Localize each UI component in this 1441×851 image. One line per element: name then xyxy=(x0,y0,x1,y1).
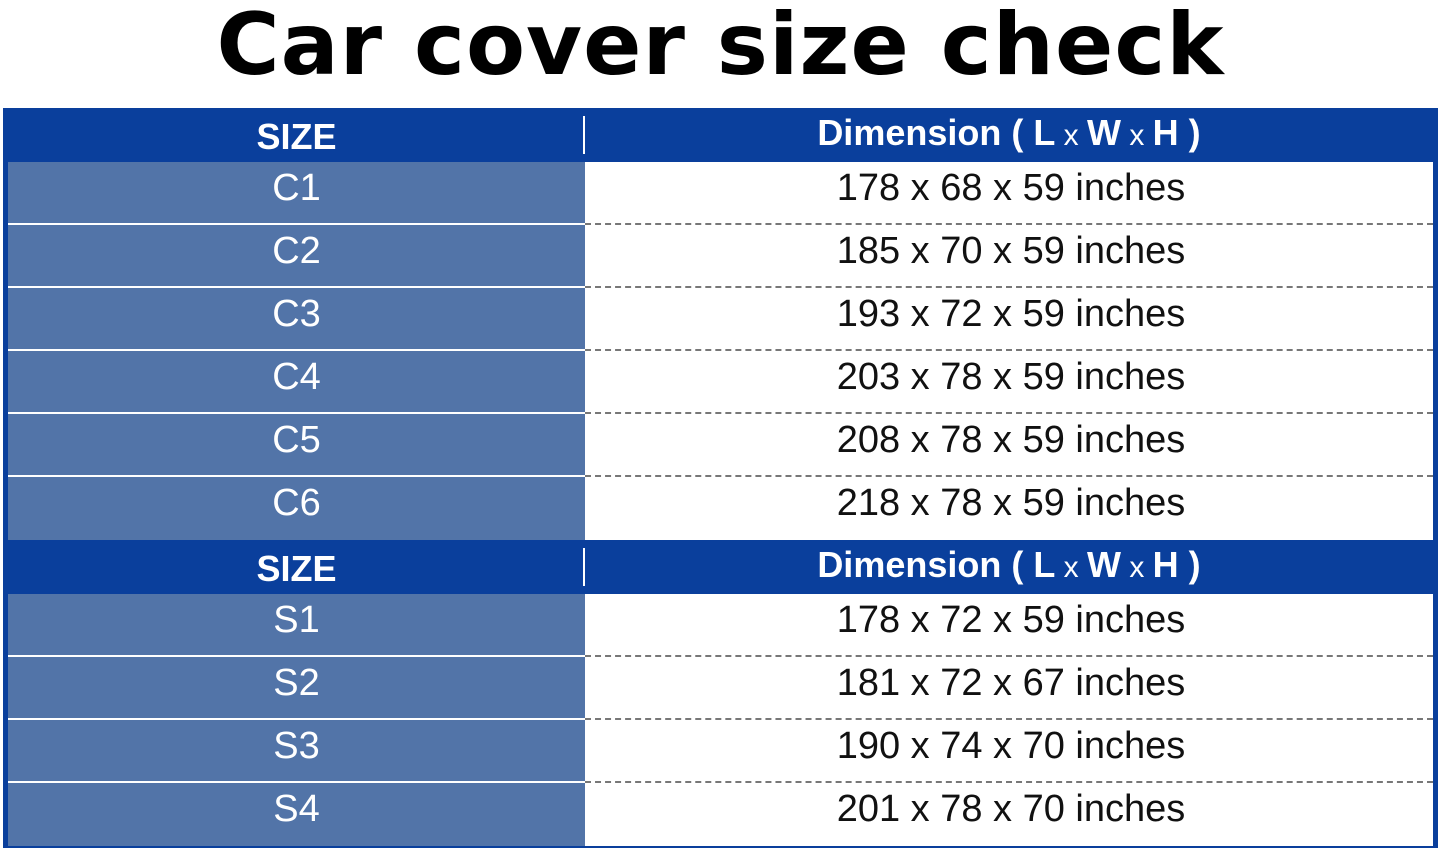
size-cell: S3 xyxy=(8,720,585,783)
size-cell: C4 xyxy=(8,351,585,414)
table-row: C4 203 x 78 x 59 inches xyxy=(8,351,1433,414)
table-row: C5 208 x 78 x 59 inches xyxy=(8,414,1433,477)
size-cell: S2 xyxy=(8,657,585,720)
size-cell: C5 xyxy=(8,414,585,477)
dimension-cell: 178 x 68 x 59 inches xyxy=(585,162,1433,225)
header-size: SIZE xyxy=(8,108,585,162)
table-header-c: SIZE Dimension ( L x W x H ) xyxy=(8,108,1433,162)
size-cell: C2 xyxy=(8,225,585,288)
table-row: S2 181 x 72 x 67 inches xyxy=(8,657,1433,720)
table-row: C1 178 x 68 x 59 inches xyxy=(8,162,1433,225)
dimension-cell: 193 x 72 x 59 inches xyxy=(585,288,1433,351)
table-row: S3 190 x 74 x 70 inches xyxy=(8,720,1433,783)
header-size: SIZE xyxy=(8,540,585,594)
dimension-cell: 218 x 78 x 59 inches xyxy=(585,477,1433,540)
size-cell: C6 xyxy=(8,477,585,540)
table-row: S4 201 x 78 x 70 inches xyxy=(8,783,1433,846)
dimension-cell: 203 x 78 x 59 inches xyxy=(585,351,1433,414)
page-title: Car cover size check xyxy=(216,0,1225,95)
table-row: C2 185 x 70 x 59 inches xyxy=(8,225,1433,288)
table-row: S1 178 x 72 x 59 inches xyxy=(8,594,1433,657)
size-cell: C1 xyxy=(8,162,585,225)
size-table: SIZE Dimension ( L x W x H ) C1 178 x 68 … xyxy=(3,108,1438,848)
size-cell: S1 xyxy=(8,594,585,657)
dimension-cell: 181 x 72 x 67 inches xyxy=(585,657,1433,720)
dimension-cell: 190 x 74 x 70 inches xyxy=(585,720,1433,783)
dimension-cell: 208 x 78 x 59 inches xyxy=(585,414,1433,477)
size-cell: S4 xyxy=(8,783,585,846)
size-cell: C3 xyxy=(8,288,585,351)
dimension-cell: 178 x 72 x 59 inches xyxy=(585,594,1433,657)
table-row: C3 193 x 72 x 59 inches xyxy=(8,288,1433,351)
table-header-s: SIZE Dimension ( L x W x H ) xyxy=(8,540,1433,594)
header-dimension: Dimension ( L x W x H ) xyxy=(817,112,1201,153)
table-row: C6 218 x 78 x 59 inches xyxy=(8,477,1433,540)
dimension-cell: 201 x 78 x 70 inches xyxy=(585,783,1433,846)
dimension-cell: 185 x 70 x 59 inches xyxy=(585,225,1433,288)
header-dimension: Dimension ( L x W x H ) xyxy=(817,544,1201,585)
